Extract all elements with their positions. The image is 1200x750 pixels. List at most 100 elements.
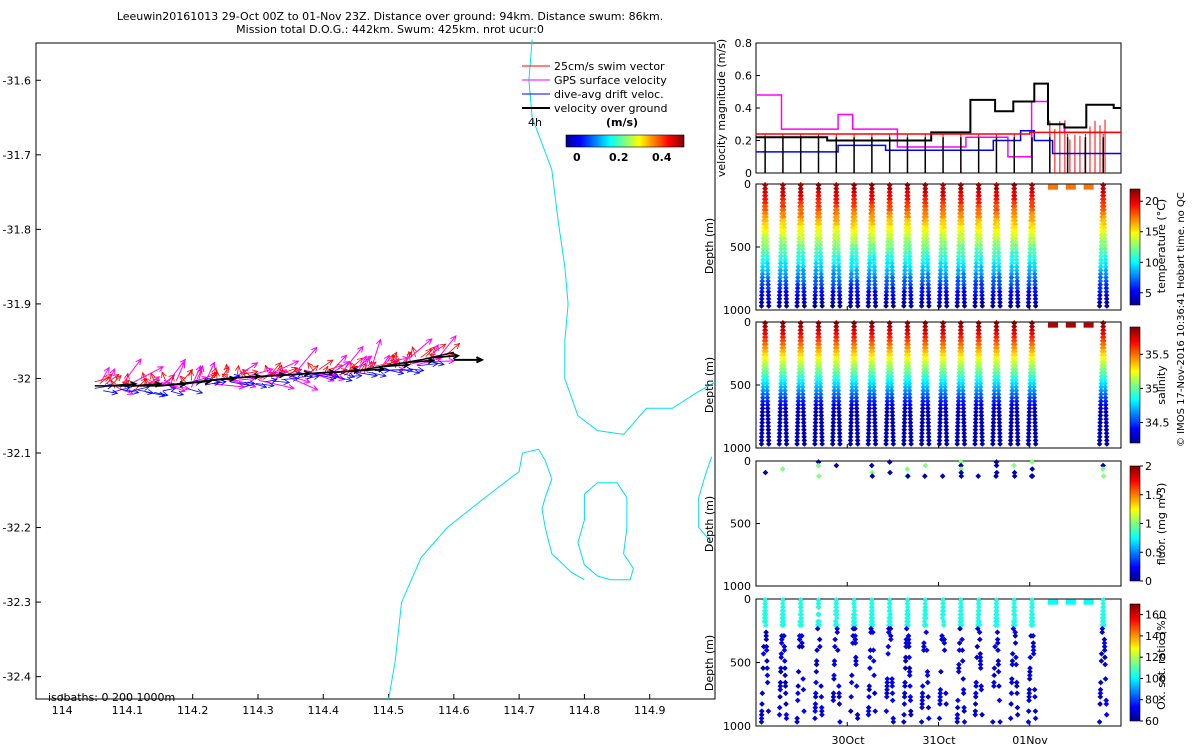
temperature-point	[936, 303, 943, 309]
temperature-point	[835, 249, 842, 256]
ground-vector-final-head	[476, 356, 485, 364]
temperature-point	[866, 256, 873, 263]
temperature-point	[924, 239, 930, 245]
temperature-point	[848, 267, 855, 274]
temperature-point	[919, 271, 926, 277]
temperature-point	[777, 278, 783, 284]
oxygen-ylabel: Depth (m)	[703, 635, 716, 691]
temperature-point	[907, 260, 913, 267]
temperature-point	[938, 239, 945, 245]
temperature-point	[1098, 253, 1104, 259]
temperature-point	[978, 271, 985, 277]
temperature-point	[995, 256, 1002, 263]
oxygen-point	[818, 694, 825, 700]
oxygen-point	[995, 661, 1002, 668]
temperature-point	[907, 292, 914, 299]
oxygen-point	[815, 604, 822, 611]
salinity-point	[979, 441, 986, 447]
temperature-point	[781, 242, 788, 249]
swim-vector	[307, 362, 315, 372]
temperature-point	[801, 303, 808, 309]
oxygen-point	[1013, 661, 1019, 668]
temperature-point	[871, 267, 878, 274]
dive-avg-vector-head	[413, 369, 421, 375]
temperature-point	[866, 278, 872, 284]
temperature-point	[781, 228, 788, 235]
temperature-surface-block	[1083, 184, 1094, 190]
dive-avg-vector	[417, 363, 438, 367]
temperature-point	[1101, 217, 1108, 224]
temperature-point	[1026, 267, 1033, 274]
temperature-point	[941, 221, 948, 227]
swim-vector-head	[115, 374, 122, 382]
temperature-point	[1007, 303, 1014, 309]
oxygen-point	[900, 719, 907, 725]
isobath-line-right	[698, 456, 713, 543]
temperature-point	[794, 285, 801, 292]
temperature-point	[901, 274, 908, 281]
temperature-point	[764, 249, 770, 256]
oxygen-point	[901, 701, 908, 707]
temperature-point	[1011, 185, 1018, 192]
oxygen-point	[961, 708, 968, 715]
temperature-point	[1031, 242, 1037, 249]
oxygen-colorbar-tick-label: 140	[1145, 630, 1166, 643]
map-ytick-label: -31.7	[3, 149, 31, 162]
date-tick-31oct: 31Oct	[922, 734, 956, 747]
temperature-point	[978, 256, 984, 263]
gps-vector-head	[266, 367, 274, 374]
temperature-point	[1008, 288, 1014, 295]
temperature-point	[854, 278, 860, 284]
swim-vector-head	[439, 343, 447, 350]
oxygen-ytick-label: 0	[744, 593, 751, 606]
map-ytick-label: -31.8	[3, 223, 31, 236]
temperature-point	[960, 271, 967, 277]
oxygen-point	[1032, 708, 1039, 715]
temperature-point	[974, 231, 980, 238]
temperature-point	[847, 296, 854, 302]
fluorescence-point	[922, 473, 928, 479]
oxygen-point	[782, 672, 789, 679]
temperature-point	[1012, 221, 1019, 227]
temperature-point	[871, 264, 878, 270]
temperature-point	[798, 189, 804, 195]
temperature-point	[978, 285, 985, 292]
dive-avg-vector-head	[177, 390, 185, 397]
temperature-point	[996, 271, 1002, 277]
temperature-point	[905, 217, 912, 224]
oxygen-point	[871, 690, 878, 697]
temperature-point	[780, 182, 786, 188]
temperature-point	[1012, 224, 1019, 231]
temperature-point	[890, 292, 896, 299]
temperature-point	[765, 303, 772, 309]
temperature-point	[902, 239, 909, 245]
temperature-point	[990, 274, 997, 281]
temperature-point	[794, 299, 800, 306]
temperature-point	[1029, 185, 1035, 192]
temperature-point	[763, 224, 770, 231]
oxygen-point	[996, 683, 1002, 689]
temperature-point	[854, 285, 861, 292]
temperature-point	[782, 267, 789, 274]
temperature-point	[871, 271, 878, 277]
map-xtick-label: 114.8	[569, 704, 601, 717]
temperature-point	[918, 299, 925, 306]
temperature-point	[795, 271, 801, 277]
temperature-point	[943, 299, 950, 306]
temperature-point	[942, 271, 949, 277]
oxygen-point	[837, 719, 843, 725]
oxygen-point	[1103, 711, 1110, 718]
oxygen-point	[902, 658, 909, 664]
oxygen-point	[885, 643, 892, 650]
temperature-point	[1101, 235, 1108, 242]
date-tick-01nov: 01Nov	[1012, 734, 1048, 747]
legend-label-dive: dive-avg drift veloc.	[554, 88, 664, 101]
temperature-point	[819, 296, 825, 302]
temperature-point	[818, 281, 825, 288]
oxygen-point	[936, 715, 943, 722]
gps-vector-head	[109, 367, 116, 376]
temperature-point	[996, 285, 1003, 292]
swim-vector	[242, 371, 258, 375]
temperature-point	[978, 264, 984, 270]
temperature-point	[1032, 281, 1038, 288]
